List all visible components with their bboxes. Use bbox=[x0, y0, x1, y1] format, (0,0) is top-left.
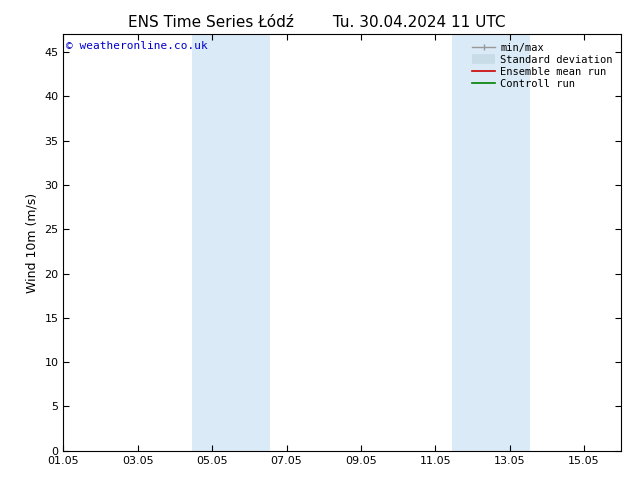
Y-axis label: Wind 10m (m/s): Wind 10m (m/s) bbox=[26, 193, 39, 293]
Text: © weatheronline.co.uk: © weatheronline.co.uk bbox=[66, 41, 208, 50]
Bar bbox=[453, 34, 530, 451]
Text: ENS Time Series Łódź        Tu. 30.04.2024 11 UTC: ENS Time Series Łódź Tu. 30.04.2024 11 U… bbox=[128, 15, 506, 30]
Bar bbox=[192, 34, 269, 451]
Legend: min/max, Standard deviation, Ensemble mean run, Controll run: min/max, Standard deviation, Ensemble me… bbox=[469, 40, 616, 92]
